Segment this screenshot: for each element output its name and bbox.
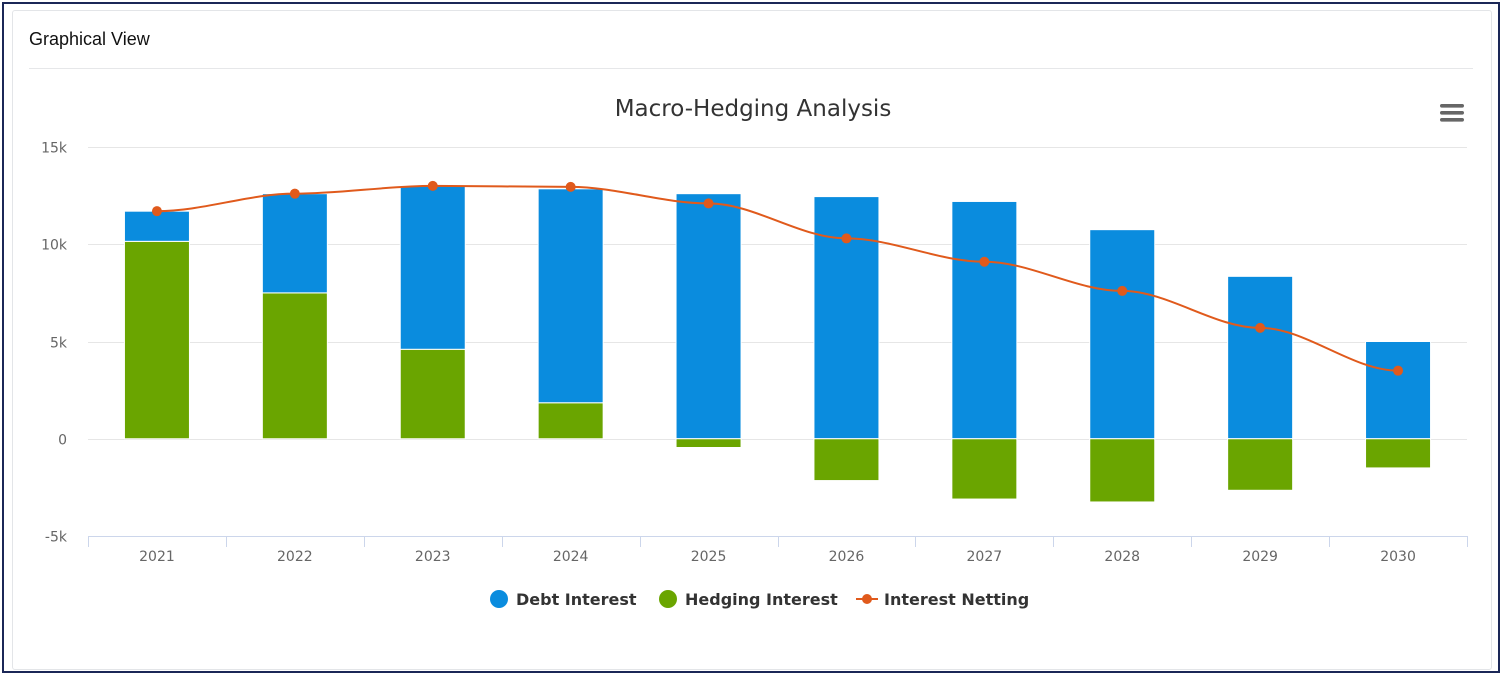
panel-divider [29,68,1473,69]
legend-dot-symbol [862,594,872,604]
bar-debt-interest [675,193,742,440]
bar-debt-interest [261,193,328,294]
interest-netting-point [289,188,300,199]
bar-hedging-interest [123,240,190,440]
interest-netting-line [156,184,1399,372]
interest-netting-point [427,180,438,191]
bar-debt-interest [537,188,604,404]
x-tick-label: 2024 [553,549,589,565]
y-tick-label: 5k [50,336,68,352]
x-tick-label: 2026 [829,549,865,565]
chart-menu-button[interactable] [1436,100,1468,126]
bar-debt-interest [951,200,1018,440]
x-tick-label: 2025 [691,549,727,565]
bar-debt-interest [399,185,466,350]
hamburger-line [1440,111,1464,115]
bar-hedging-interest [1227,438,1294,491]
bar-debt-interest [813,196,880,440]
legend: Debt Interest Hedging Interest Interest Ne… [490,590,1029,609]
interest-netting-point [979,256,990,267]
interest-netting-point [1117,285,1128,296]
x-tick-label: 2027 [967,549,1003,565]
bar-hedging-interest [675,438,742,449]
interest-netting-point [1393,365,1404,376]
chart-title: Macro-Hedging Analysis [615,96,892,122]
bar-hedging-interest [951,438,1018,500]
bar-debt-interest [1089,229,1156,440]
bar-hedging-interest [813,438,880,482]
interest-netting-point [151,206,162,217]
bar-debt-interest [1227,275,1294,440]
interest-netting-point [703,198,714,209]
hamburger-line [1440,118,1464,122]
panel-title: Graphical View [29,29,150,49]
bar-hedging-interest [1089,438,1156,503]
line-series [151,180,1404,376]
hamburger-line [1440,104,1464,108]
y-tick-label: 10k [41,238,68,254]
y-axis-labels: -5k 0 5k 10k 15k [41,141,68,546]
bar-hedging-interest [1365,438,1432,469]
y-tick-label: -5k [45,530,68,546]
x-tick-label: 2022 [277,549,313,565]
legend-label: Interest Netting [884,590,1029,609]
y-tick-label: 15k [41,141,68,157]
legend-label: Debt Interest [516,590,637,609]
bar-hedging-interest [537,402,604,440]
interest-netting-point [1255,322,1266,333]
legend-item-debt-interest[interactable]: Debt Interest [490,590,637,609]
hamburger-icon [1440,104,1464,122]
interest-netting-point [565,181,576,192]
x-tick-label: 2023 [415,549,451,565]
bar-hedging-interest [399,348,466,440]
x-axis: 2021 2022 2023 2024 2025 2026 2027 2028 2029 2030 [88,536,1468,565]
x-tick-label: 2021 [139,549,175,565]
x-tick-label: 2030 [1380,549,1416,565]
y-tick-label: 0 [58,433,67,449]
legend-item-interest-netting[interactable]: Interest Netting [856,590,1029,609]
bar-debt-interest [1365,341,1432,440]
legend-dot-symbol [659,590,677,608]
bar-series [123,185,1432,503]
legend-item-hedging-interest[interactable]: Hedging Interest [659,590,838,609]
legend-dot-symbol [490,590,508,608]
bar-debt-interest [123,210,190,242]
legend-label: Hedging Interest [685,590,838,609]
x-tick-label: 2028 [1104,549,1140,565]
x-tick-label: 2029 [1242,549,1278,565]
bar-hedging-interest [261,292,328,440]
interest-netting-point [841,233,852,244]
